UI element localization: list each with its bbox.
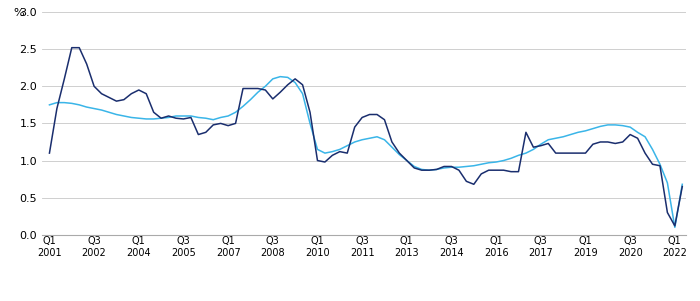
Actual <box>83 62 91 66</box>
Fitted <box>358 138 366 141</box>
Actual <box>46 151 54 155</box>
Fitted <box>46 103 54 107</box>
Line: Actual: Actual <box>50 48 683 226</box>
Fitted <box>671 225 679 229</box>
Actual <box>537 144 545 147</box>
Actual <box>678 185 687 188</box>
Fitted <box>112 113 120 116</box>
Fitted <box>589 127 597 130</box>
Fitted <box>276 75 284 79</box>
Fitted <box>75 103 83 107</box>
Fitted <box>678 182 687 186</box>
Actual <box>120 98 128 101</box>
Actual <box>358 116 366 119</box>
Actual <box>671 224 679 228</box>
Text: %: % <box>13 8 24 17</box>
Fitted <box>60 101 69 104</box>
Actual <box>589 142 597 146</box>
Actual <box>68 46 76 49</box>
Actual <box>60 77 69 81</box>
Line: Fitted: Fitted <box>50 77 683 227</box>
Fitted <box>537 142 545 146</box>
